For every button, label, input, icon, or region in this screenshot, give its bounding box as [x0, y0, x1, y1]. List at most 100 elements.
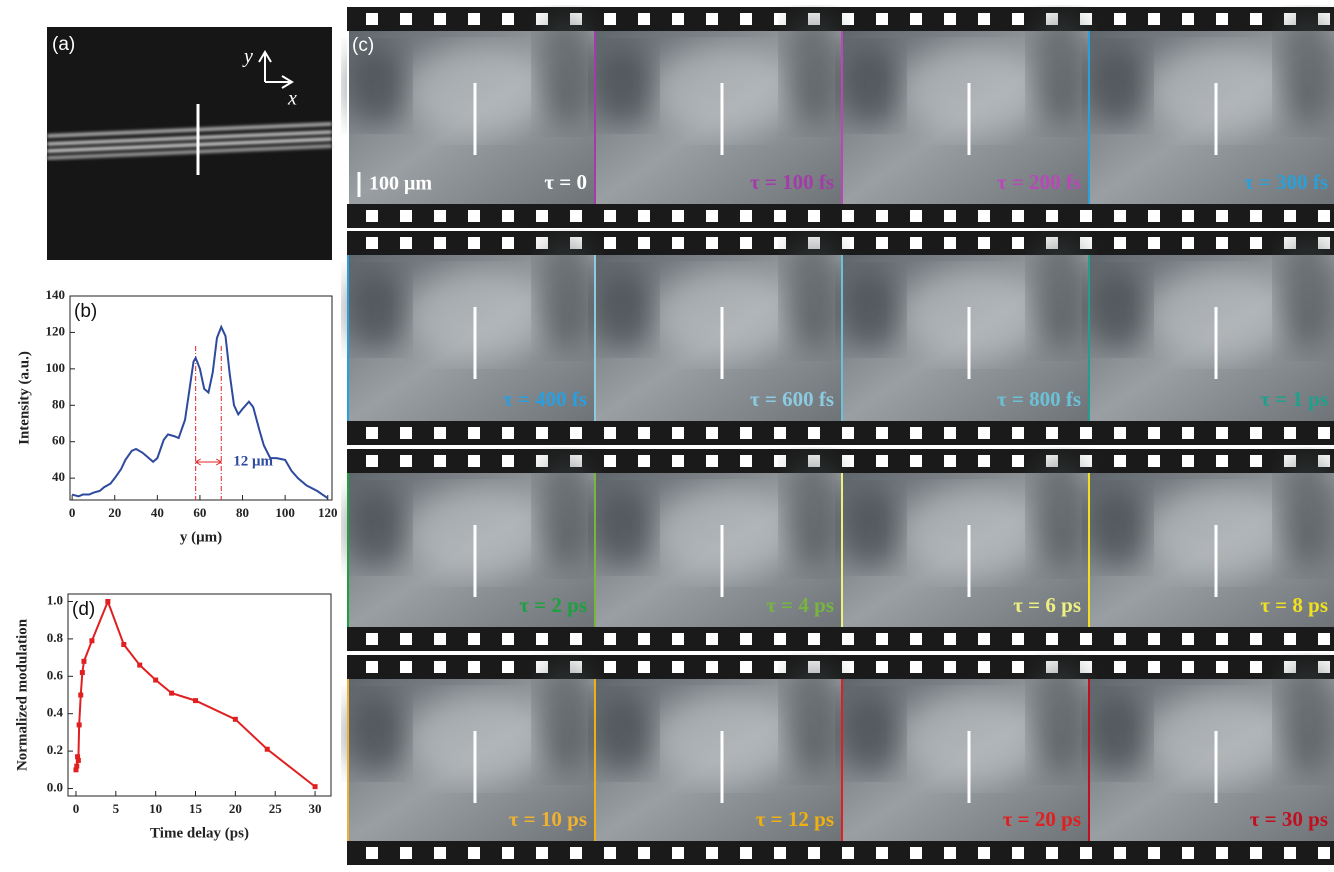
- sprocket: [1080, 661, 1092, 673]
- sprocket: [434, 13, 446, 25]
- frame-color: [841, 255, 843, 421]
- sprocket: [1318, 633, 1330, 645]
- data-point: [76, 722, 82, 728]
- frame-color: [594, 473, 596, 627]
- x-tick-label: 30: [309, 801, 322, 816]
- sprocket: [672, 13, 684, 25]
- sprocket: [468, 455, 480, 467]
- sprocket: [1012, 427, 1024, 439]
- sprocket: [842, 210, 854, 222]
- plot-frame: [67, 593, 332, 797]
- sprocket: [536, 237, 548, 249]
- sprocket: [1284, 633, 1296, 645]
- sprocket: [638, 847, 650, 859]
- sprocket: [1080, 427, 1092, 439]
- sprocket: [774, 633, 786, 645]
- delay-label: τ = 600 fs: [750, 387, 834, 411]
- sprocket: [366, 633, 378, 645]
- y-tick-label: 0.4: [47, 705, 64, 720]
- sprocket: [638, 13, 650, 25]
- y-tick-label: 1.0: [47, 592, 63, 607]
- frame-color: [1088, 255, 1090, 421]
- sprocket: [876, 13, 888, 25]
- texture: [784, 664, 844, 774]
- texture: [1278, 664, 1334, 774]
- sprocket: [1216, 661, 1228, 673]
- sprocket: [706, 633, 718, 645]
- sprocket: [502, 237, 514, 249]
- sprocket: [434, 633, 446, 645]
- texture: [784, 240, 844, 350]
- frame-color: [841, 31, 843, 204]
- data-point: [73, 767, 79, 773]
- sprocket: [1216, 13, 1228, 25]
- sprocket: [366, 237, 378, 249]
- texture: [1088, 488, 1148, 568]
- frame-color: [347, 255, 349, 421]
- sprocket: [1012, 661, 1024, 673]
- texture: [1148, 46, 1288, 136]
- panel-label: (a): [52, 34, 75, 55]
- texture: [841, 46, 901, 126]
- texture: [654, 270, 794, 360]
- sprocket: [434, 455, 446, 467]
- sprocket: [400, 237, 412, 249]
- delay-label: τ = 300 fs: [1244, 170, 1328, 194]
- sprocket: [978, 427, 990, 439]
- sprocket: [1182, 633, 1194, 645]
- texture: [1031, 458, 1091, 568]
- texture: [347, 270, 407, 350]
- texture: [1278, 16, 1334, 126]
- delay-label: τ = 2 ps: [519, 593, 587, 617]
- sprocket: [910, 210, 922, 222]
- sprocket: [1080, 210, 1092, 222]
- sprocket: [1148, 237, 1160, 249]
- data-point: [193, 698, 199, 704]
- sprocket: [570, 633, 582, 645]
- delay-label: τ = 800 fs: [997, 387, 1081, 411]
- sprocket: [1216, 237, 1228, 249]
- sprocket: [842, 237, 854, 249]
- delay-label: τ = 12 ps: [756, 807, 834, 831]
- data-point: [81, 658, 87, 664]
- sprocket: [434, 237, 446, 249]
- sprocket: [1114, 661, 1126, 673]
- sprocket: [1250, 661, 1262, 673]
- sprocket: [740, 210, 752, 222]
- delay-label: τ = 30 ps: [1250, 807, 1328, 831]
- data-point: [75, 757, 81, 763]
- sprocket: [1148, 633, 1160, 645]
- texture: [1031, 240, 1091, 350]
- sprocket: [1284, 237, 1296, 249]
- texture: [594, 46, 654, 126]
- texture: [1031, 664, 1091, 774]
- delay-label: τ = 1 ps: [1260, 387, 1328, 411]
- sprocket: [672, 237, 684, 249]
- sprocket: [1012, 455, 1024, 467]
- sprocket: [672, 210, 684, 222]
- sprocket: [502, 210, 514, 222]
- sprocket: [1182, 13, 1194, 25]
- sprocket: [502, 633, 514, 645]
- axis-arrows: [258, 50, 294, 89]
- data-point: [79, 670, 85, 676]
- sprocket: [1080, 237, 1092, 249]
- sprocket: [1114, 455, 1126, 467]
- sprocket: [638, 661, 650, 673]
- x-tick-label: 40: [151, 505, 164, 520]
- sprocket: [1148, 427, 1160, 439]
- y-tick-label: 0.6: [47, 667, 64, 682]
- sprocket: [502, 13, 514, 25]
- frame-color: [841, 473, 843, 627]
- sprocket: [536, 427, 548, 439]
- texture: [1088, 46, 1148, 126]
- sprocket: [400, 427, 412, 439]
- sprocket: [366, 661, 378, 673]
- sprocket: [1148, 455, 1160, 467]
- sprocket: [468, 237, 480, 249]
- sprocket: [706, 210, 718, 222]
- sprocket: [808, 210, 820, 222]
- sprocket: [536, 455, 548, 467]
- sprocket: [638, 210, 650, 222]
- sprocket: [842, 13, 854, 25]
